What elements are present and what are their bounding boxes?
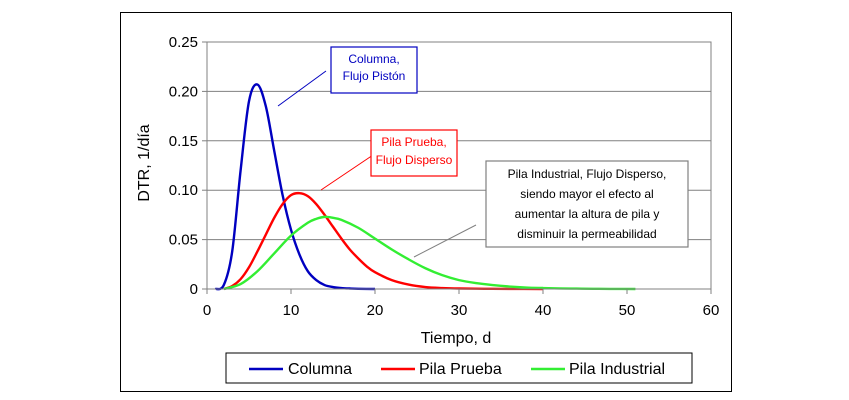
legend-label: Columna	[288, 361, 352, 378]
chart-frame: 0 0.05 0.10 0.15 0.20 0.25 0 10 20 30 40 50 60 DTR, …	[120, 12, 732, 392]
x-axis-title: Tiempo, d	[421, 330, 492, 347]
chart: 0 0.05 0.10 0.15 0.20 0.25 0 10 20 30 40 50 60 DTR, …	[136, 34, 720, 384]
y-tick-label: 0.15	[169, 133, 198, 150]
y-tick-label: 0.25	[169, 34, 198, 51]
x-tick-label: 60	[703, 302, 720, 319]
annotations: Columna, Flujo Pistón Pila Prueba, Flujo Di…	[277, 46, 689, 258]
annotation-leader-line	[320, 152, 377, 191]
x-tick-label: 0	[203, 302, 211, 319]
x-tick-label: 20	[367, 302, 384, 319]
annotation-text: Pila Industrial, Flujo Disperso,	[508, 167, 667, 181]
annotation-text: Flujo Disperso	[376, 153, 453, 167]
annotation-text: Columna,	[348, 52, 399, 66]
series-line-columna	[214, 83, 376, 291]
y-tick-label: 0	[190, 281, 198, 298]
x-tick-label: 40	[535, 302, 552, 319]
tick-labels: 0 0.05 0.10 0.15 0.20 0.25 0 10 20 30 40 50 60	[169, 34, 720, 319]
annotation-box	[330, 46, 418, 94]
axes	[202, 41, 712, 294]
x-tick-label: 50	[619, 302, 636, 319]
series-line-pila-industrial	[223, 215, 636, 291]
plot-area-border	[206, 41, 712, 290]
legend: Columna Pila Prueba Pila Industrial	[225, 352, 693, 384]
annotation-text: siendo mayor el efecto al	[520, 187, 653, 201]
annotation-box	[370, 129, 458, 177]
x-tick-label: 30	[451, 302, 468, 319]
annotation-leader-line	[413, 224, 477, 258]
legend-label: Pila Prueba	[419, 361, 502, 378]
legend-box	[225, 352, 693, 384]
series-group	[214, 83, 636, 291]
legend-label: Pila Industrial	[569, 361, 665, 378]
annotation-text: disminuir la permeabilidad	[517, 227, 656, 241]
x-tick-label: 10	[283, 302, 300, 319]
y-axis-title: DTR, 1/día	[136, 124, 153, 201]
series-line-pila-prueba	[223, 191, 544, 291]
y-tick-label: 0.20	[169, 83, 198, 100]
annotation-box	[485, 160, 689, 248]
y-tick-label: 0.05	[169, 232, 198, 249]
y-tick-label: 0.10	[169, 182, 198, 199]
annotation-leader-line	[277, 70, 327, 107]
annotation-text: aumentar la altura de pila y	[515, 207, 660, 221]
annotation-text: Pila Prueba,	[381, 135, 446, 149]
annotation-text: Flujo Pistón	[343, 69, 406, 83]
